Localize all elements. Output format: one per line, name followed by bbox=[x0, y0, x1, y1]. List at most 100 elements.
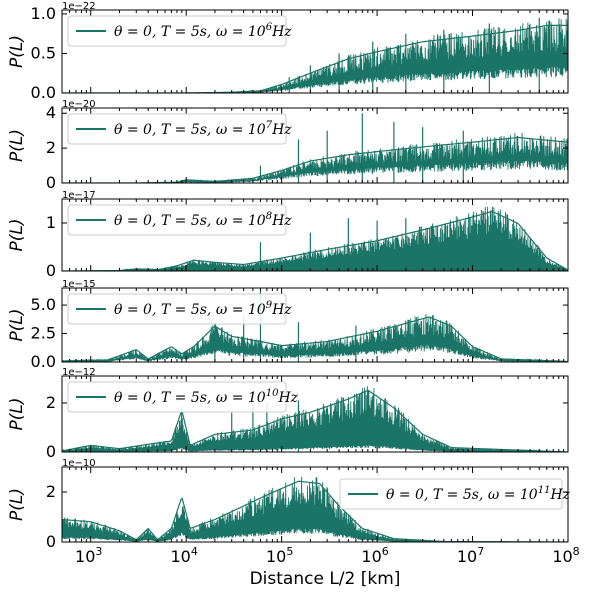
x-tick-base: 10 bbox=[552, 547, 572, 566]
y-axis-label: P(L) bbox=[7, 398, 27, 431]
x-tick-label: 103 bbox=[75, 545, 102, 566]
x-tick-base: 10 bbox=[171, 547, 191, 566]
y-axis-label: P(L) bbox=[7, 309, 27, 342]
legend: θ = 0, T = 5s, ω = 1010Hz bbox=[67, 381, 299, 413]
legend: θ = 0, T = 5s, ω = 1011Hz bbox=[339, 478, 571, 510]
y-tick-label: 0.0 bbox=[31, 83, 56, 102]
panel-frame bbox=[61, 375, 569, 453]
y-tick-label: 2 bbox=[46, 393, 56, 412]
y-tick-label: 0 bbox=[46, 173, 56, 192]
panel-6: 0 2 1e−10 P(L) θ = 0, T = 5s, ω = 1011Hz bbox=[7, 458, 571, 551]
series-line bbox=[62, 206, 568, 271]
series-line bbox=[62, 314, 568, 362]
legend-omega: ω = 10 bbox=[216, 390, 266, 406]
legend-omega-exponent: 11 bbox=[538, 485, 551, 496]
y-offset-label: 1e−10 bbox=[62, 458, 96, 469]
panel-frame bbox=[61, 9, 569, 94]
y-tick-label: 1.0 bbox=[31, 4, 56, 23]
y-offset-label: 1e−17 bbox=[62, 190, 96, 201]
legend-omega: ω = 10 bbox=[488, 487, 538, 503]
y-axis-label: P(L) bbox=[7, 129, 27, 162]
panel-3: 0 1 1e−17 P(L) θ = 0, T = 5s, ω = 108Hz bbox=[7, 190, 569, 280]
legend-box bbox=[67, 381, 287, 413]
series-trace-group bbox=[62, 290, 568, 362]
x-tick-label: 106 bbox=[361, 545, 388, 566]
x-axis: 103 104 105 106 107 108 bbox=[75, 545, 580, 566]
y-tick-label: 2.5 bbox=[31, 324, 56, 343]
legend: θ = 0, T = 5s, ω = 107Hz bbox=[67, 113, 292, 145]
series-envelope-line bbox=[62, 316, 568, 362]
y-tick-label: 2 bbox=[46, 482, 56, 501]
legend-unit: Hz bbox=[271, 122, 292, 138]
legend-omega: ω = 10 bbox=[216, 24, 266, 40]
x-tick-exponent: 4 bbox=[191, 545, 198, 558]
legend-omega-exponent: 9 bbox=[266, 300, 273, 311]
series-trace-group bbox=[62, 206, 568, 271]
legend-label: θ = 0, T = 5s, ω = 108Hz bbox=[114, 211, 292, 229]
legend-unit: Hz bbox=[549, 487, 570, 503]
x-tick-base: 10 bbox=[361, 547, 381, 566]
legend-box bbox=[67, 113, 287, 145]
series-trace-group bbox=[62, 386, 568, 452]
panel-2: 0 2 4 1e−20 P(L) θ = 0, T = 5s, ω = 107Hz bbox=[7, 99, 569, 192]
legend: θ = 0, T = 5s, ω = 108Hz bbox=[67, 204, 292, 236]
series-line bbox=[62, 386, 568, 452]
y-axis-label: P(L) bbox=[7, 35, 27, 68]
legend-unit: Hz bbox=[277, 390, 298, 406]
x-tick-label: 105 bbox=[266, 545, 293, 566]
series-envelope-line bbox=[62, 210, 568, 271]
legend-box bbox=[67, 15, 287, 47]
x-tick-exponent: 5 bbox=[286, 545, 293, 558]
x-tick-label: 108 bbox=[552, 545, 579, 566]
panel-frame bbox=[61, 107, 569, 184]
legend-theta: θ = 0, bbox=[114, 302, 161, 318]
legend-theta: θ = 0, bbox=[114, 24, 161, 40]
x-tick-label: 104 bbox=[171, 545, 198, 566]
legend-omega: ω = 10 bbox=[216, 302, 266, 318]
legend-period: T = 5s, bbox=[161, 24, 216, 40]
y-tick-label: 0.0 bbox=[31, 352, 56, 371]
y-axis-label: P(L) bbox=[7, 488, 27, 521]
x-tick-base: 10 bbox=[457, 547, 477, 566]
y-offset-label: 1e−20 bbox=[62, 99, 96, 110]
legend-unit: Hz bbox=[271, 24, 292, 40]
x-tick-exponent: 6 bbox=[382, 545, 389, 558]
legend-label: θ = 0, T = 5s, ω = 106Hz bbox=[114, 22, 292, 40]
y-offset-label: 1e−22 bbox=[62, 1, 96, 12]
y-tick-label: 0.5 bbox=[31, 43, 56, 62]
legend-theta: θ = 0, bbox=[114, 390, 161, 406]
panel-5: 0 2 1e−12 P(L) θ = 0, T = 5s, ω = 1010Hz bbox=[7, 367, 569, 461]
y-tick-label: 1 bbox=[46, 213, 56, 232]
legend-omega: ω = 10 bbox=[216, 213, 266, 229]
legend: θ = 0, T = 5s, ω = 106Hz bbox=[67, 15, 292, 47]
panel-frame bbox=[61, 466, 569, 543]
x-tick-exponent: 7 bbox=[477, 545, 484, 558]
series-line bbox=[62, 18, 568, 93]
y-tick-label: 5.0 bbox=[31, 295, 56, 314]
legend-omega-exponent: 6 bbox=[266, 22, 273, 33]
legend-unit: Hz bbox=[271, 302, 292, 318]
panel-1: 0.0 0.5 1.0 1e−22 P(L) θ = 0, T = 5s, ω = 106… bbox=[7, 1, 569, 102]
legend-omega-exponent: 7 bbox=[266, 120, 273, 131]
legend-theta: θ = 0, bbox=[386, 487, 433, 503]
legend: θ = 0, T = 5s, ω = 109Hz bbox=[67, 293, 292, 325]
panel-frame bbox=[61, 198, 569, 272]
legend-label: θ = 0, T = 5s, ω = 107Hz bbox=[114, 120, 292, 138]
panel-frame bbox=[61, 287, 569, 363]
series-trace-group bbox=[62, 17, 568, 93]
legend-label: θ = 0, T = 5s, ω = 1010Hz bbox=[114, 388, 299, 406]
legend-label: θ = 0, T = 5s, ω = 109Hz bbox=[114, 300, 292, 318]
legend-omega: ω = 10 bbox=[216, 122, 266, 138]
legend-box bbox=[67, 293, 287, 325]
series-envelope-line bbox=[62, 24, 568, 93]
legend-theta: θ = 0, bbox=[114, 213, 161, 229]
legend-period: T = 5s, bbox=[161, 302, 216, 318]
y-tick-label: 0 bbox=[46, 442, 56, 461]
series-envelope-line bbox=[62, 389, 568, 452]
legend-period: T = 5s, bbox=[161, 122, 216, 138]
legend-box bbox=[67, 204, 287, 236]
y-offset-label: 1e−12 bbox=[62, 367, 96, 378]
x-tick-base: 10 bbox=[75, 547, 95, 566]
y-tick-label: 2 bbox=[46, 138, 56, 157]
